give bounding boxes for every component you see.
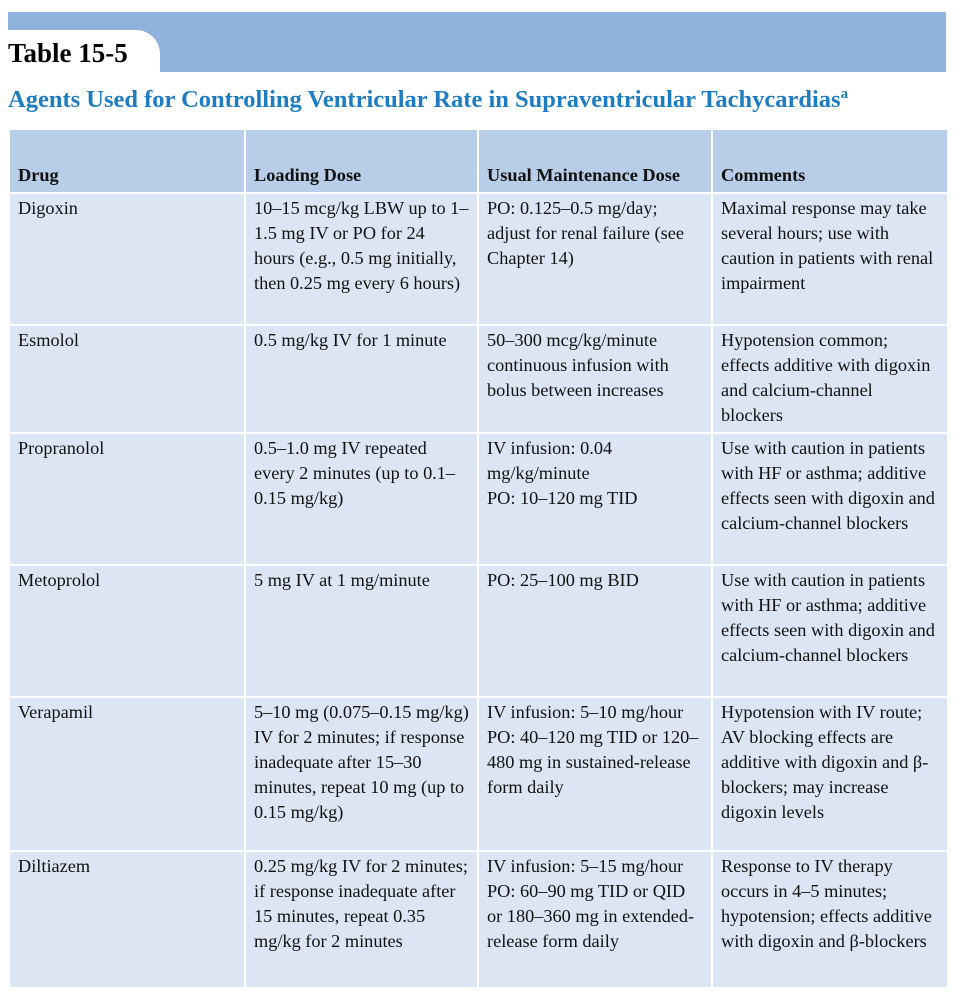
comments-cell: Maximal response may take several hours;… xyxy=(711,192,949,326)
loading-dose-cell: 0.5 mg/kg IV for 1 minute xyxy=(244,324,479,434)
title-text: Agents Used for Controlling Ventricular … xyxy=(8,86,841,114)
table-label-tab xyxy=(0,30,160,72)
comments-cell: Use with caution in patients with HF or … xyxy=(711,432,949,566)
table-number: Table 15-5 xyxy=(8,38,128,68)
maintenance-dose-cell: IV infusion: 5–10 mg/hour PO: 40–120 mg … xyxy=(477,696,713,852)
header-row: Drug Loading Dose Usual Maintenance Dose Co… xyxy=(8,128,949,194)
comments-cell: Response to IV therapy occurs in 4–5 min… xyxy=(711,850,949,989)
drug-cell: Esmolol xyxy=(8,324,246,434)
loading-dose-cell: 0.5–1.0 mg IV repeated every 2 minutes (… xyxy=(244,432,479,566)
comments-cell: Hypotension with IV route; AV blocking e… xyxy=(711,696,949,852)
column-header: Comments xyxy=(711,128,949,194)
drug-cell: Digoxin xyxy=(8,192,246,326)
table-row: Esmolol 0.5 mg/kg IV for 1 minute 50–300 m… xyxy=(8,324,949,434)
table-title: Agents Used for Controlling Ventricular … xyxy=(8,86,848,114)
drug-cell: Diltiazem xyxy=(8,850,246,989)
loading-dose-cell: 5–10 mg (0.075–0.15 mg/kg) IV for 2 minu… xyxy=(244,696,479,852)
header-banner xyxy=(8,12,946,72)
drug-cell: Verapamil xyxy=(8,696,246,852)
drug-cell: Metoprolol xyxy=(8,564,246,698)
table-row: Propranolol 0.5–1.0 mg IV repeated every … xyxy=(8,432,949,566)
drug-cell: Propranolol xyxy=(8,432,246,566)
column-header: Drug xyxy=(8,128,246,194)
loading-dose-cell: 0.25 mg/kg IV for 2 minutes; if response… xyxy=(244,850,479,989)
comments-cell: Use with caution in patients with HF or … xyxy=(711,564,949,698)
table-row: Verapamil 5–10 mg (0.075–0.15 mg/kg) IV f… xyxy=(8,696,949,852)
title-footnote: a xyxy=(840,86,849,102)
maintenance-dose-cell: PO: 25–100 mg BID xyxy=(477,564,713,698)
maintenance-dose-cell: PO: 0.125–0.5 mg/day; adjust for renal f… xyxy=(477,192,713,326)
loading-dose-cell: 10–15 mcg/kg LBW up to 1–1.5 mg IV or PO… xyxy=(244,192,479,326)
column-header: Usual Maintenance Dose xyxy=(477,128,713,194)
maintenance-dose-cell: 50–300 mcg/kg/minute continuous infusion… xyxy=(477,324,713,434)
drug-table: Drug Loading Dose Usual Maintenance Dose Co… xyxy=(8,128,949,989)
column-header: Loading Dose xyxy=(244,128,479,194)
maintenance-dose-cell: IV infusion: 0.04 mg/kg/minute PO: 10–12… xyxy=(477,432,713,566)
loading-dose-cell: 5 mg IV at 1 mg/minute xyxy=(244,564,479,698)
table-row: Metoprolol 5 mg IV at 1 mg/minute PO: 25–1… xyxy=(8,564,949,698)
table-row: Digoxin 10–15 mcg/kg LBW up to 1–1.5 mg I… xyxy=(8,192,949,326)
comments-cell: Hypotension common; effects additive wit… xyxy=(711,324,949,434)
table-row: Diltiazem 0.25 mg/kg IV for 2 minutes; if… xyxy=(8,850,949,989)
maintenance-dose-cell: IV infusion: 5–15 mg/hour PO: 60–90 mg T… xyxy=(477,850,713,989)
